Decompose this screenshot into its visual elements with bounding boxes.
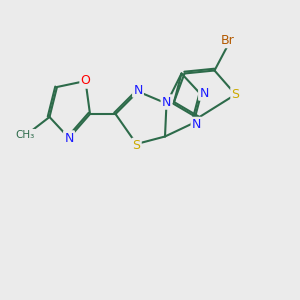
Text: S: S xyxy=(133,139,140,152)
Text: S: S xyxy=(232,88,239,101)
Text: N: N xyxy=(133,83,143,97)
Text: CH₃: CH₃ xyxy=(16,130,35,140)
Text: Br: Br xyxy=(221,34,235,47)
Text: N: N xyxy=(64,131,74,145)
Text: N: N xyxy=(162,95,171,109)
Text: N: N xyxy=(192,118,201,131)
Text: O: O xyxy=(81,74,90,88)
Text: N: N xyxy=(199,86,209,100)
